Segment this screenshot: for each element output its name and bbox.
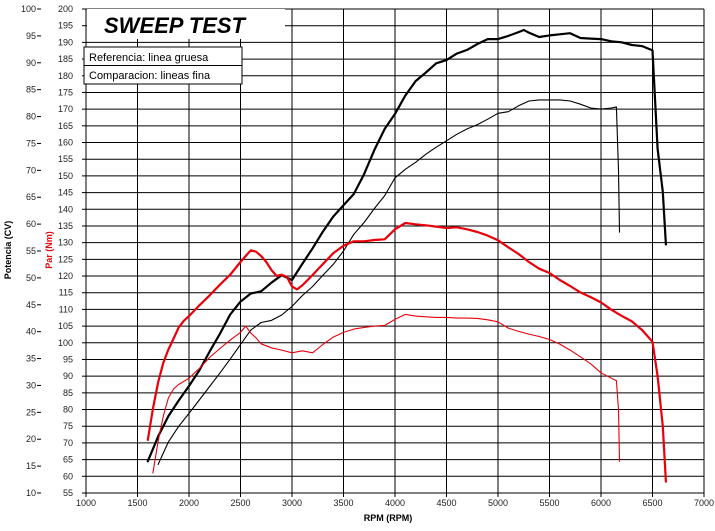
torque-tick-label: 90	[63, 371, 73, 381]
power-tick-label: 65	[26, 192, 36, 202]
torque-tick-label: 105	[58, 321, 73, 331]
x-tick-label: 5000	[488, 498, 508, 508]
x-tick-label: 3000	[282, 498, 302, 508]
x-tick-label: 5500	[539, 498, 559, 508]
torque-tick-label: 60	[63, 471, 73, 481]
x-tick-label: 2500	[230, 498, 250, 508]
power-tick-label: 85	[26, 85, 36, 95]
torque-tick-label: 85	[63, 388, 73, 398]
torque-tick-label: 65	[63, 455, 73, 465]
x-tick-label: 2000	[179, 498, 199, 508]
torque-tick-label: 115	[59, 288, 73, 298]
x-tick-label: 4000	[385, 498, 405, 508]
torque-tick-label: 95	[63, 354, 73, 364]
x-tick-label: 4500	[436, 498, 456, 508]
torque-tick-label: 170	[58, 104, 73, 114]
power-tick-label: 75	[26, 138, 36, 148]
power-tick-label: 20	[26, 434, 36, 444]
torque-tick-label: 100	[58, 338, 73, 348]
torque-tick-label: 135	[58, 221, 73, 231]
torque-tick-label: 165	[58, 121, 73, 131]
power-tick-label: 45	[26, 300, 36, 310]
axes-layer: 1000 1500 2000 2500 3000 3500 4000 4500 5000 5500…	[21, 4, 714, 508]
x-tick-label: 6500	[642, 498, 662, 508]
torque-tick-label: 195	[58, 21, 73, 31]
torque-tick-label: 120	[58, 271, 73, 281]
power-tick-label: 15	[26, 461, 36, 471]
chart-title: SWEEP TEST	[104, 13, 247, 38]
legend-entry-comparison: Comparacion: lineas fina	[89, 70, 211, 82]
power-tick-label: 60	[26, 219, 36, 229]
torque-tick-label: 190	[58, 37, 73, 47]
y-axis-label-torque: Par (Nm)	[44, 231, 54, 269]
power-tick-label: 30	[26, 380, 36, 390]
legend: Referencia: linea gruesa Comparacion: li…	[83, 46, 243, 85]
torque-tick-label: 185	[58, 54, 73, 64]
torque-tick-label: 70	[63, 438, 73, 448]
torque-thin-line	[152, 313, 621, 474]
torque-tick-label: 150	[58, 171, 73, 181]
torque-tick-label: 155	[58, 154, 73, 164]
y-axis-label-power: Potencia (CV)	[3, 221, 13, 280]
series-layer	[146, 28, 668, 483]
x-tick-label: 3500	[333, 498, 353, 508]
x-tick-label: 1000	[76, 498, 96, 508]
power-thin-line	[157, 99, 621, 466]
chart-title-box: SWEEP TEST	[87, 9, 285, 39]
torque-tick-label: 75	[63, 421, 73, 431]
power-thick-line	[146, 28, 668, 463]
torque-tick-label: 130	[58, 238, 73, 248]
power-tick-label: 50	[26, 273, 36, 283]
legend-entry-reference: Referencia: linea gruesa	[89, 52, 209, 64]
power-tick-label: 40	[26, 327, 36, 337]
x-tick-label: 7000	[694, 498, 714, 508]
torque-tick-label: 160	[58, 138, 73, 148]
x-tick-label: 6000	[591, 498, 611, 508]
torque-tick-label: 125	[58, 254, 73, 264]
torque-tick-label: 55	[63, 488, 73, 498]
torque-tick-label: 110	[59, 304, 73, 314]
torque-tick-label: 180	[58, 71, 73, 81]
torque-tick-label: 200	[58, 4, 73, 14]
torque-tick-label: 145	[58, 188, 73, 198]
power-tick-label: 35	[26, 354, 36, 364]
x-axis-label: RPM (RPM)	[364, 513, 413, 523]
power-tick-label: 55	[26, 246, 36, 256]
torque-tick-label: 175	[58, 87, 73, 97]
torque-tick-label: 140	[58, 204, 73, 214]
power-tick-label: 95	[26, 31, 36, 41]
power-tick-label: 90	[26, 58, 36, 68]
power-tick-label: 10	[26, 488, 36, 498]
power-tick-label: 100	[21, 4, 36, 14]
power-tick-label: 25	[26, 407, 36, 417]
power-tick-label: 70	[26, 165, 36, 175]
power-tick-label: 80	[26, 112, 36, 122]
torque-tick-label: 80	[63, 405, 73, 415]
torque-thick-line	[146, 221, 668, 483]
x-tick-label: 1500	[127, 498, 147, 508]
